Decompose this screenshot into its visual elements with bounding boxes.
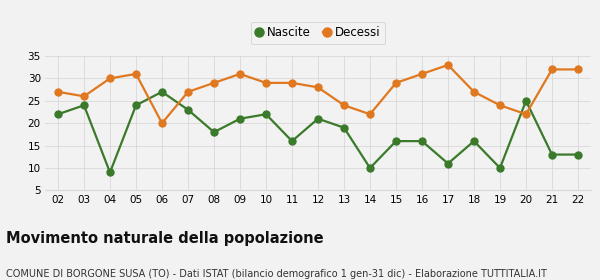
Nascite [548,153,556,156]
Nascite [158,90,166,94]
Decessi [392,81,400,85]
Decessi [262,81,269,85]
Nascite [367,166,374,170]
Nascite [523,99,530,102]
Decessi [496,104,503,107]
Decessi [106,77,113,80]
Legend: Nascite, Decessi: Nascite, Decessi [251,22,385,44]
Decessi [574,68,581,71]
Decessi [548,68,556,71]
Nascite [574,153,581,156]
Decessi [470,90,478,94]
Nascite [55,113,62,116]
Decessi [340,104,347,107]
Nascite [289,139,296,143]
Decessi [80,95,88,98]
Decessi [445,63,452,67]
Nascite [445,162,452,165]
Decessi [289,81,296,85]
Nascite [211,130,218,134]
Line: Nascite: Nascite [55,88,581,176]
Nascite [184,108,191,111]
Nascite [314,117,322,120]
Nascite [340,126,347,129]
Decessi [523,113,530,116]
Decessi [236,72,244,76]
Nascite [133,104,140,107]
Decessi [184,90,191,94]
Nascite [80,104,88,107]
Nascite [236,117,244,120]
Nascite [262,113,269,116]
Decessi [211,81,218,85]
Decessi [418,72,425,76]
Decessi [367,113,374,116]
Nascite [470,139,478,143]
Text: COMUNE DI BORGONE SUSA (TO) - Dati ISTAT (bilancio demografico 1 gen-31 dic) - E: COMUNE DI BORGONE SUSA (TO) - Dati ISTAT… [6,269,547,279]
Line: Decessi: Decessi [55,62,581,127]
Nascite [106,171,113,174]
Nascite [496,166,503,170]
Nascite [418,139,425,143]
Decessi [55,90,62,94]
Decessi [133,72,140,76]
Text: Movimento naturale della popolazione: Movimento naturale della popolazione [6,231,323,246]
Decessi [158,122,166,125]
Decessi [314,86,322,89]
Nascite [392,139,400,143]
